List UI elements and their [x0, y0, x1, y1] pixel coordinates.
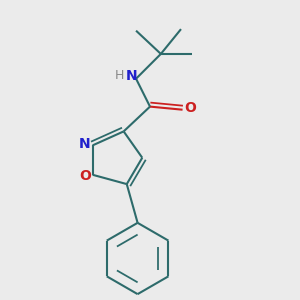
Text: N: N	[79, 137, 91, 151]
Text: N: N	[126, 69, 137, 82]
Text: O: O	[184, 101, 196, 115]
Text: H: H	[115, 69, 124, 82]
Text: O: O	[79, 169, 91, 183]
